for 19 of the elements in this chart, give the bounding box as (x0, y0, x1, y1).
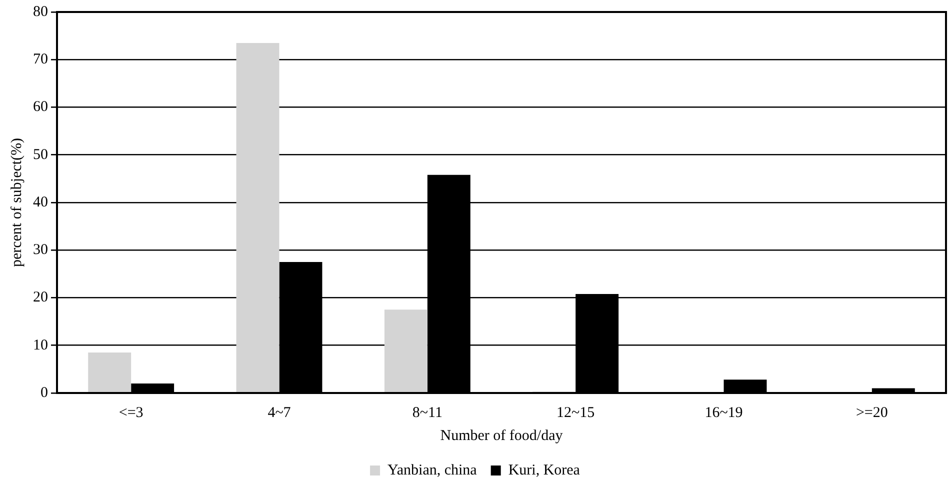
y-tick-label: 70 (33, 52, 48, 68)
y-tick-label: 80 (33, 4, 48, 20)
x-tick-label: >=20 (856, 404, 888, 421)
legend-label: Yanbian, china (388, 462, 478, 478)
legend-label: Kuri, Korea (508, 462, 580, 478)
y-tick-label: 50 (33, 146, 48, 163)
x-tick-label: <=3 (118, 404, 144, 421)
x-axis-title: Number of food/day (440, 428, 564, 444)
x-tick-label: 8~11 (412, 404, 442, 421)
y-tick-label: 0 (40, 384, 48, 401)
y-axis-title: percent of subject(%) (8, 138, 25, 268)
x-tick-label: 4~7 (268, 404, 292, 421)
y-tick-label: 20 (33, 290, 48, 306)
y-tick-label: 10 (33, 337, 48, 354)
y-tick-label: 30 (33, 242, 48, 258)
x-tick-label: 16~19 (704, 404, 743, 421)
x-tick-label: 12~15 (556, 404, 595, 421)
y-tick-label: 40 (33, 194, 48, 210)
y-tick-label: 60 (33, 99, 48, 116)
